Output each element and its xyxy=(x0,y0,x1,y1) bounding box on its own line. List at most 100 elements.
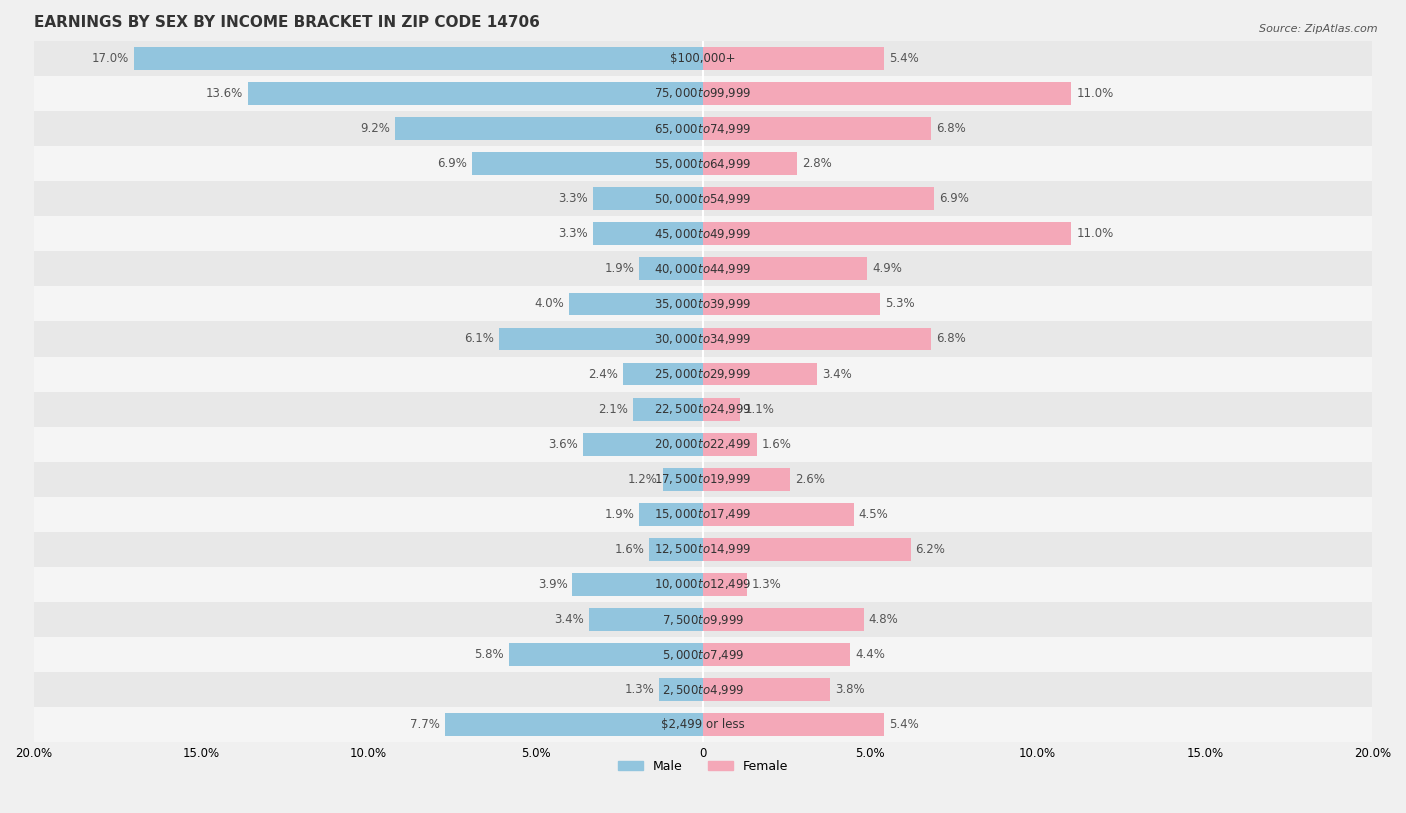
Text: 4.0%: 4.0% xyxy=(534,298,564,311)
Bar xyxy=(509,643,703,666)
Bar xyxy=(703,713,884,736)
Bar xyxy=(703,433,756,455)
Text: 6.8%: 6.8% xyxy=(935,333,966,346)
Text: 17.0%: 17.0% xyxy=(91,52,129,65)
Text: $12,500 to $14,999: $12,500 to $14,999 xyxy=(654,542,752,556)
Bar xyxy=(34,286,1372,321)
Text: 5.4%: 5.4% xyxy=(889,718,918,731)
Text: $50,000 to $54,999: $50,000 to $54,999 xyxy=(654,192,752,206)
Bar xyxy=(703,152,797,175)
Text: $55,000 to $64,999: $55,000 to $64,999 xyxy=(654,157,752,171)
Bar xyxy=(592,223,703,246)
Text: $20,000 to $22,499: $20,000 to $22,499 xyxy=(654,437,752,451)
Bar xyxy=(446,713,703,736)
Bar xyxy=(34,181,1372,216)
Bar xyxy=(34,672,1372,707)
Text: $25,000 to $29,999: $25,000 to $29,999 xyxy=(654,367,752,381)
Text: 6.8%: 6.8% xyxy=(935,122,966,135)
Bar xyxy=(703,47,884,70)
Text: 1.9%: 1.9% xyxy=(605,508,634,521)
Text: 3.3%: 3.3% xyxy=(558,192,588,205)
Text: $35,000 to $39,999: $35,000 to $39,999 xyxy=(654,297,752,311)
Bar xyxy=(472,152,703,175)
Text: 2.4%: 2.4% xyxy=(588,367,617,380)
Bar xyxy=(34,41,1372,76)
Bar xyxy=(662,467,703,491)
Text: $100,000+: $100,000+ xyxy=(671,52,735,65)
Bar xyxy=(640,258,703,280)
Text: $7,500 to $9,999: $7,500 to $9,999 xyxy=(662,612,744,627)
Text: 11.0%: 11.0% xyxy=(1076,228,1114,241)
Text: $15,000 to $17,499: $15,000 to $17,499 xyxy=(654,507,752,521)
Bar xyxy=(703,398,740,420)
Bar xyxy=(650,538,703,561)
Bar xyxy=(34,532,1372,567)
Text: 2.1%: 2.1% xyxy=(598,402,627,415)
Bar xyxy=(703,538,911,561)
Bar xyxy=(582,433,703,455)
Bar xyxy=(703,258,868,280)
Text: 5.3%: 5.3% xyxy=(886,298,915,311)
Bar xyxy=(703,608,863,631)
Bar xyxy=(34,462,1372,497)
Text: 2.8%: 2.8% xyxy=(801,157,831,170)
Bar xyxy=(34,216,1372,251)
Bar xyxy=(703,503,853,526)
Text: 3.4%: 3.4% xyxy=(554,613,583,626)
Text: $75,000 to $99,999: $75,000 to $99,999 xyxy=(654,86,752,101)
Bar xyxy=(34,427,1372,462)
Bar xyxy=(34,637,1372,672)
Text: $2,500 to $4,999: $2,500 to $4,999 xyxy=(662,683,744,697)
Bar xyxy=(34,251,1372,286)
Text: 6.9%: 6.9% xyxy=(437,157,467,170)
Bar xyxy=(34,146,1372,181)
Text: EARNINGS BY SEX BY INCOME BRACKET IN ZIP CODE 14706: EARNINGS BY SEX BY INCOME BRACKET IN ZIP… xyxy=(34,15,540,30)
Bar xyxy=(34,76,1372,111)
Bar xyxy=(34,111,1372,146)
Bar xyxy=(395,117,703,140)
Text: 3.4%: 3.4% xyxy=(823,367,852,380)
Bar xyxy=(640,503,703,526)
Bar xyxy=(569,293,703,315)
Text: 1.9%: 1.9% xyxy=(605,263,634,276)
Bar xyxy=(34,392,1372,427)
Text: 13.6%: 13.6% xyxy=(205,87,243,100)
Bar xyxy=(134,47,703,70)
Bar xyxy=(703,643,851,666)
Text: 5.8%: 5.8% xyxy=(474,648,503,661)
Text: Source: ZipAtlas.com: Source: ZipAtlas.com xyxy=(1260,24,1378,34)
Text: 6.9%: 6.9% xyxy=(939,192,969,205)
Text: 1.3%: 1.3% xyxy=(624,683,654,696)
Text: 1.2%: 1.2% xyxy=(628,473,658,486)
Bar xyxy=(703,223,1071,246)
Bar xyxy=(703,293,880,315)
Text: 6.1%: 6.1% xyxy=(464,333,494,346)
Text: $22,500 to $24,999: $22,500 to $24,999 xyxy=(654,402,752,416)
Text: 5.4%: 5.4% xyxy=(889,52,918,65)
Bar xyxy=(703,117,931,140)
Text: 4.5%: 4.5% xyxy=(859,508,889,521)
Text: 7.7%: 7.7% xyxy=(411,718,440,731)
Text: 1.3%: 1.3% xyxy=(752,578,782,591)
Text: $65,000 to $74,999: $65,000 to $74,999 xyxy=(654,122,752,136)
Text: 1.6%: 1.6% xyxy=(762,437,792,450)
Bar xyxy=(703,187,934,210)
Bar xyxy=(703,82,1071,105)
Bar xyxy=(633,398,703,420)
Bar xyxy=(34,321,1372,357)
Text: $5,000 to $7,499: $5,000 to $7,499 xyxy=(662,648,744,662)
Bar xyxy=(34,497,1372,532)
Bar xyxy=(703,573,747,596)
Text: $45,000 to $49,999: $45,000 to $49,999 xyxy=(654,227,752,241)
Bar xyxy=(703,363,817,385)
Text: 3.3%: 3.3% xyxy=(558,228,588,241)
Text: 11.0%: 11.0% xyxy=(1076,87,1114,100)
Text: $40,000 to $44,999: $40,000 to $44,999 xyxy=(654,262,752,276)
Text: $30,000 to $34,999: $30,000 to $34,999 xyxy=(654,332,752,346)
Bar xyxy=(589,608,703,631)
Bar xyxy=(592,187,703,210)
Bar xyxy=(34,567,1372,602)
Text: 6.2%: 6.2% xyxy=(915,543,945,556)
Bar xyxy=(34,602,1372,637)
Bar xyxy=(659,678,703,701)
